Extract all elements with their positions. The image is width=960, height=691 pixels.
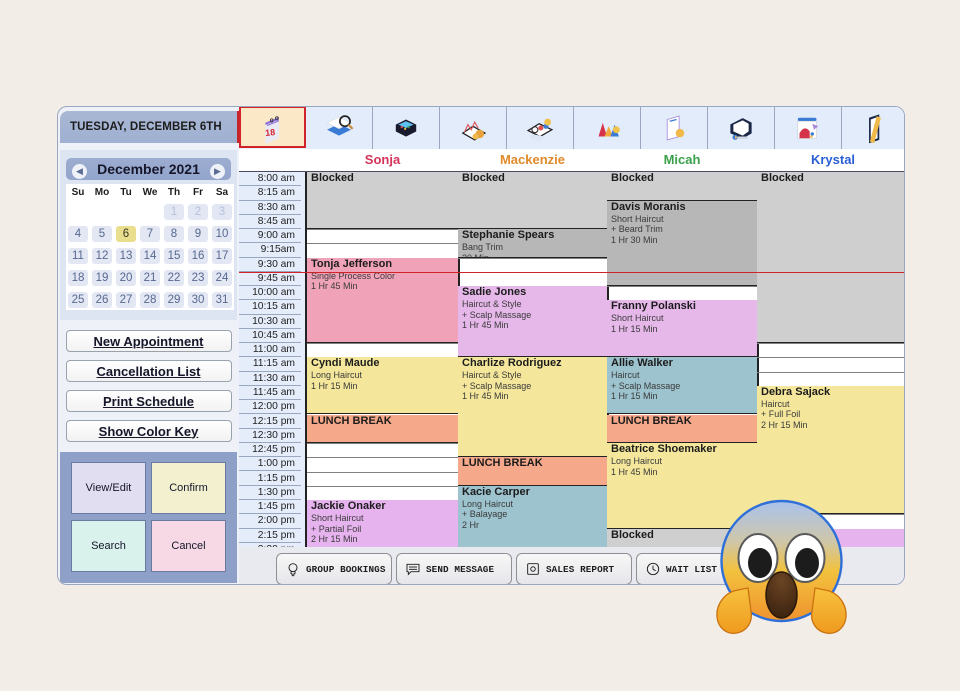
svg-text:18: 18 xyxy=(264,127,275,138)
